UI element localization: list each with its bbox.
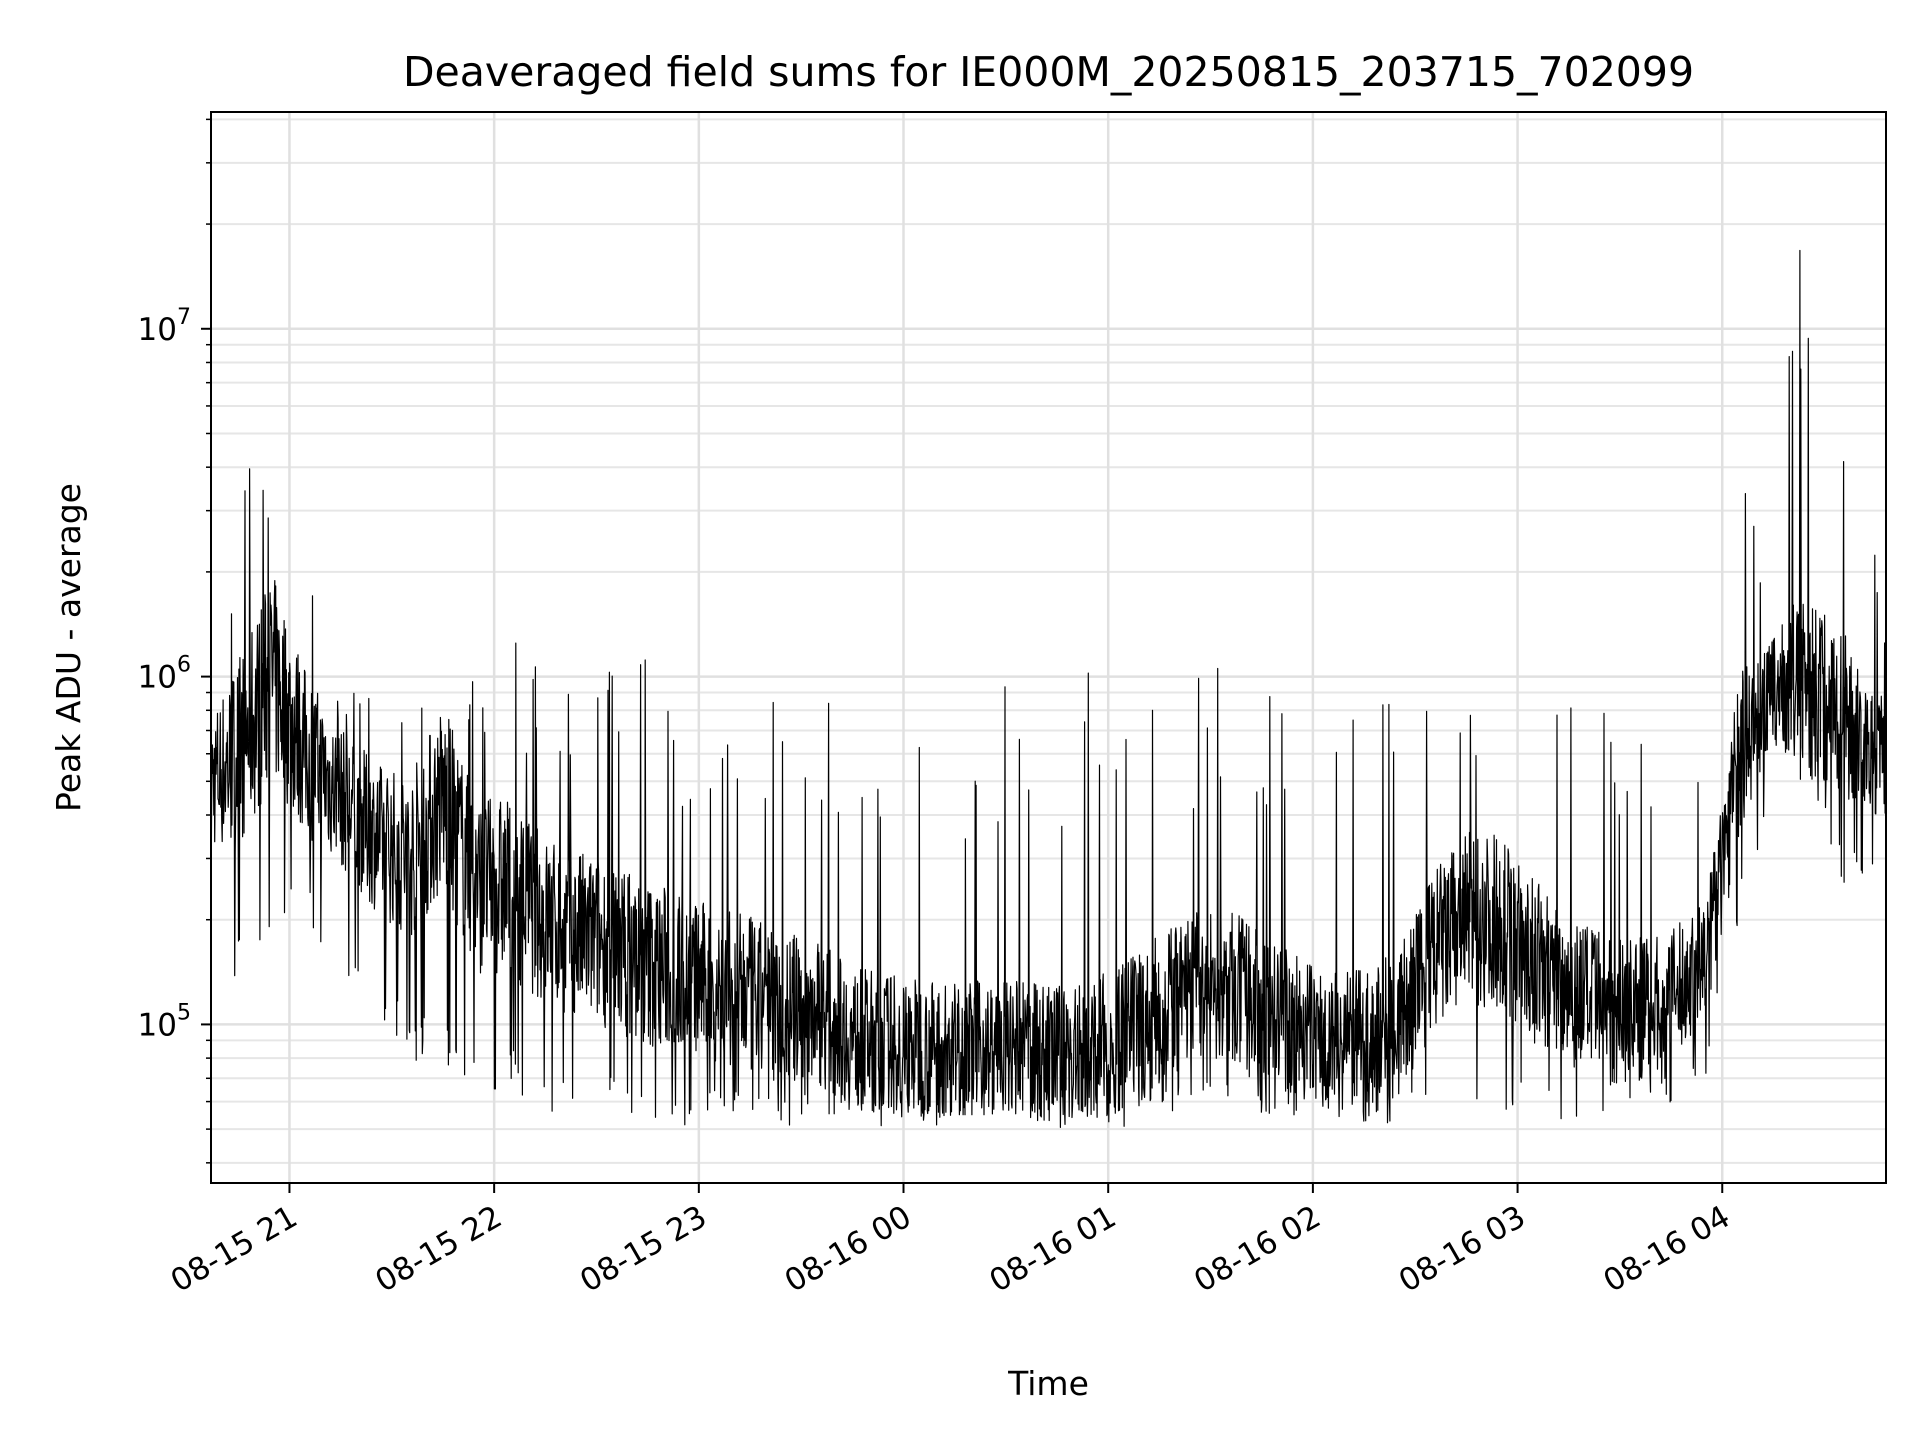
x-tick-label: 08-16 02 (1188, 1199, 1327, 1300)
x-axis-label: Time (1007, 1364, 1089, 1403)
x-tick-label: 08-16 03 (1393, 1199, 1532, 1300)
x-tick-label: 08-16 04 (1598, 1199, 1737, 1300)
axes-frame (210, 111, 1887, 1184)
series-layer (211, 249, 1886, 1128)
grid-layer (211, 112, 1886, 1183)
y-tick-label: 105 (138, 1000, 191, 1043)
x-tick-label: 08-15 21 (165, 1199, 304, 1300)
x-tick-label: 08-15 23 (574, 1199, 713, 1300)
x-tick-label: 08-16 00 (779, 1199, 918, 1300)
x-tick-label: 08-16 01 (983, 1199, 1122, 1300)
chart-title: Deaveraged field sums for IE000M_2025081… (403, 48, 1694, 96)
series-line (211, 249, 1886, 1128)
y-tick-label: 107 (138, 305, 191, 348)
y-tick-label: 106 (138, 653, 191, 696)
x-tick-label: 08-15 22 (369, 1199, 508, 1300)
y-axis-label: Peak ADU - average (49, 483, 88, 812)
